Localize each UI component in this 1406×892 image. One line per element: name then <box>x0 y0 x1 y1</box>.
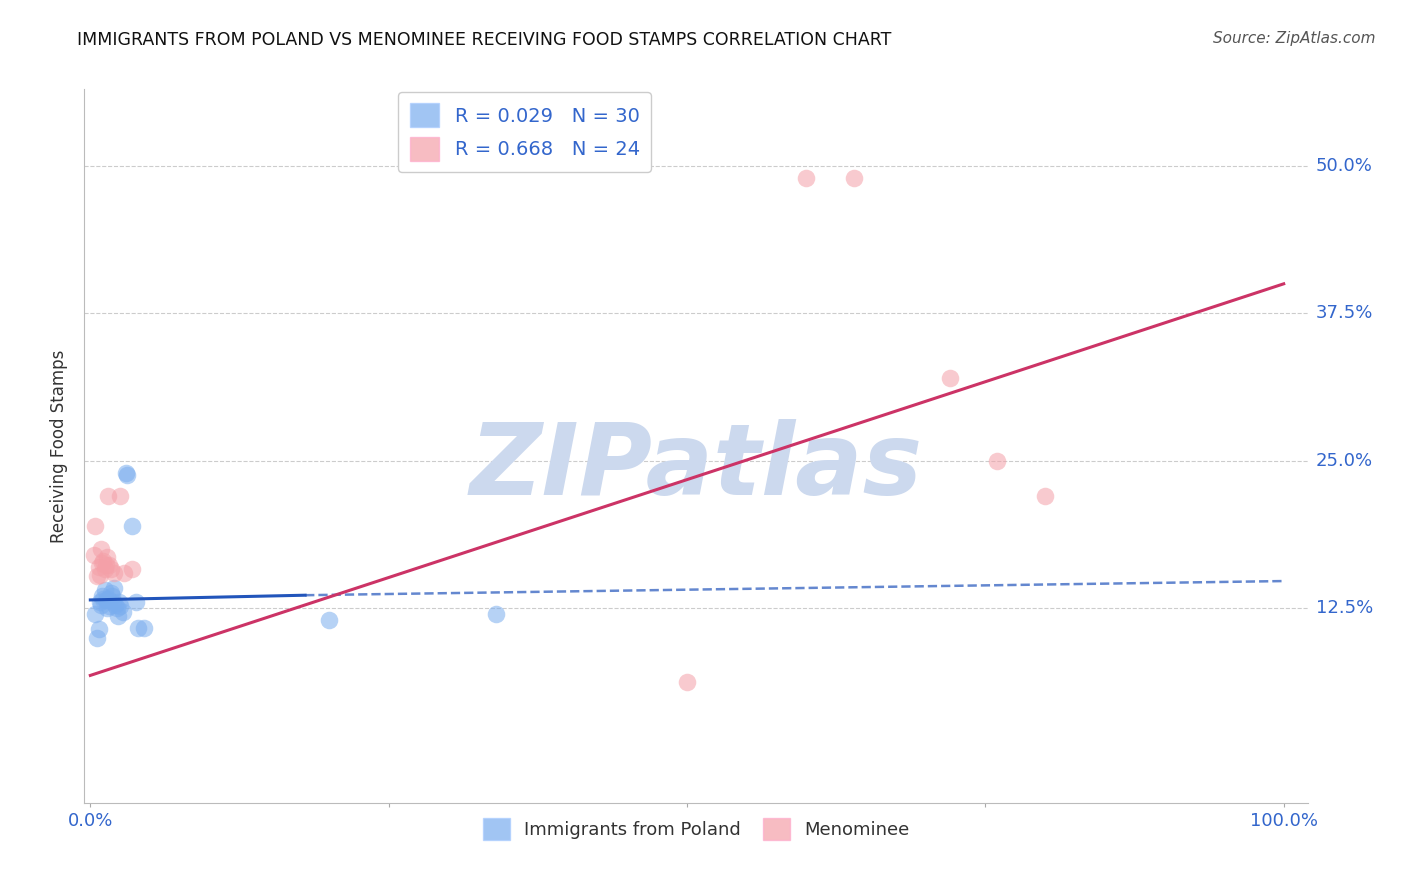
Point <box>124 595 146 609</box>
Point <box>98 599 121 613</box>
Point <box>108 595 131 609</box>
Point <box>94 593 117 607</box>
Y-axis label: Receiving Food Stamps: Receiving Food Stamps <box>51 350 69 542</box>
Text: IMMIGRANTS FROM POLAND VS MENOMINEE RECEIVING FOOD STAMPS CORRELATION CHART: IMMIGRANTS FROM POLAND VS MENOMINEE RECE… <box>77 31 891 49</box>
Text: ZIPatlas: ZIPatlas <box>470 419 922 516</box>
Point <box>84 607 107 621</box>
Text: Source: ZipAtlas.com: Source: ZipAtlas.com <box>1212 31 1375 46</box>
Point <box>101 590 124 604</box>
Point <box>318 613 340 627</box>
Point <box>91 590 114 604</box>
Point <box>1033 489 1056 503</box>
Point <box>87 560 110 574</box>
Point <box>105 601 128 615</box>
Point <box>103 581 125 595</box>
Point <box>93 554 115 568</box>
Point <box>121 518 143 533</box>
Point <box>101 595 124 609</box>
Point <box>676 675 699 690</box>
Point <box>96 601 118 615</box>
Point <box>100 562 122 576</box>
Point <box>87 623 110 637</box>
Text: 25.0%: 25.0% <box>1316 451 1374 470</box>
Point <box>93 583 115 598</box>
Point <box>108 599 131 613</box>
Point <box>86 569 108 583</box>
Point <box>132 621 155 635</box>
Point <box>97 591 120 606</box>
Text: 37.5%: 37.5% <box>1316 304 1374 322</box>
Point <box>84 518 107 533</box>
Point <box>127 621 149 635</box>
Point <box>121 562 143 576</box>
Point <box>90 598 112 612</box>
Point <box>112 566 135 580</box>
Point <box>97 489 120 503</box>
Point <box>108 489 131 503</box>
Point <box>103 566 125 580</box>
Text: 50.0%: 50.0% <box>1316 157 1372 175</box>
Point <box>83 548 105 562</box>
Point <box>100 586 122 600</box>
Legend: Immigrants from Poland, Menominee: Immigrants from Poland, Menominee <box>475 811 917 847</box>
Point <box>86 631 108 645</box>
Point <box>91 557 114 571</box>
Point <box>107 609 129 624</box>
Point <box>796 170 818 185</box>
Point <box>89 568 111 582</box>
Point <box>485 607 508 621</box>
Point <box>111 605 134 619</box>
Text: 12.5%: 12.5% <box>1316 599 1374 617</box>
Point <box>842 170 865 185</box>
Point <box>104 598 127 612</box>
Point <box>986 454 1008 468</box>
Point <box>93 591 115 606</box>
Point <box>98 558 121 572</box>
Point <box>96 550 118 565</box>
Point <box>90 542 112 557</box>
Point <box>938 371 960 385</box>
Point <box>94 558 117 572</box>
Point <box>115 466 138 480</box>
Point <box>117 467 139 482</box>
Point <box>93 562 115 576</box>
Point <box>89 595 111 609</box>
